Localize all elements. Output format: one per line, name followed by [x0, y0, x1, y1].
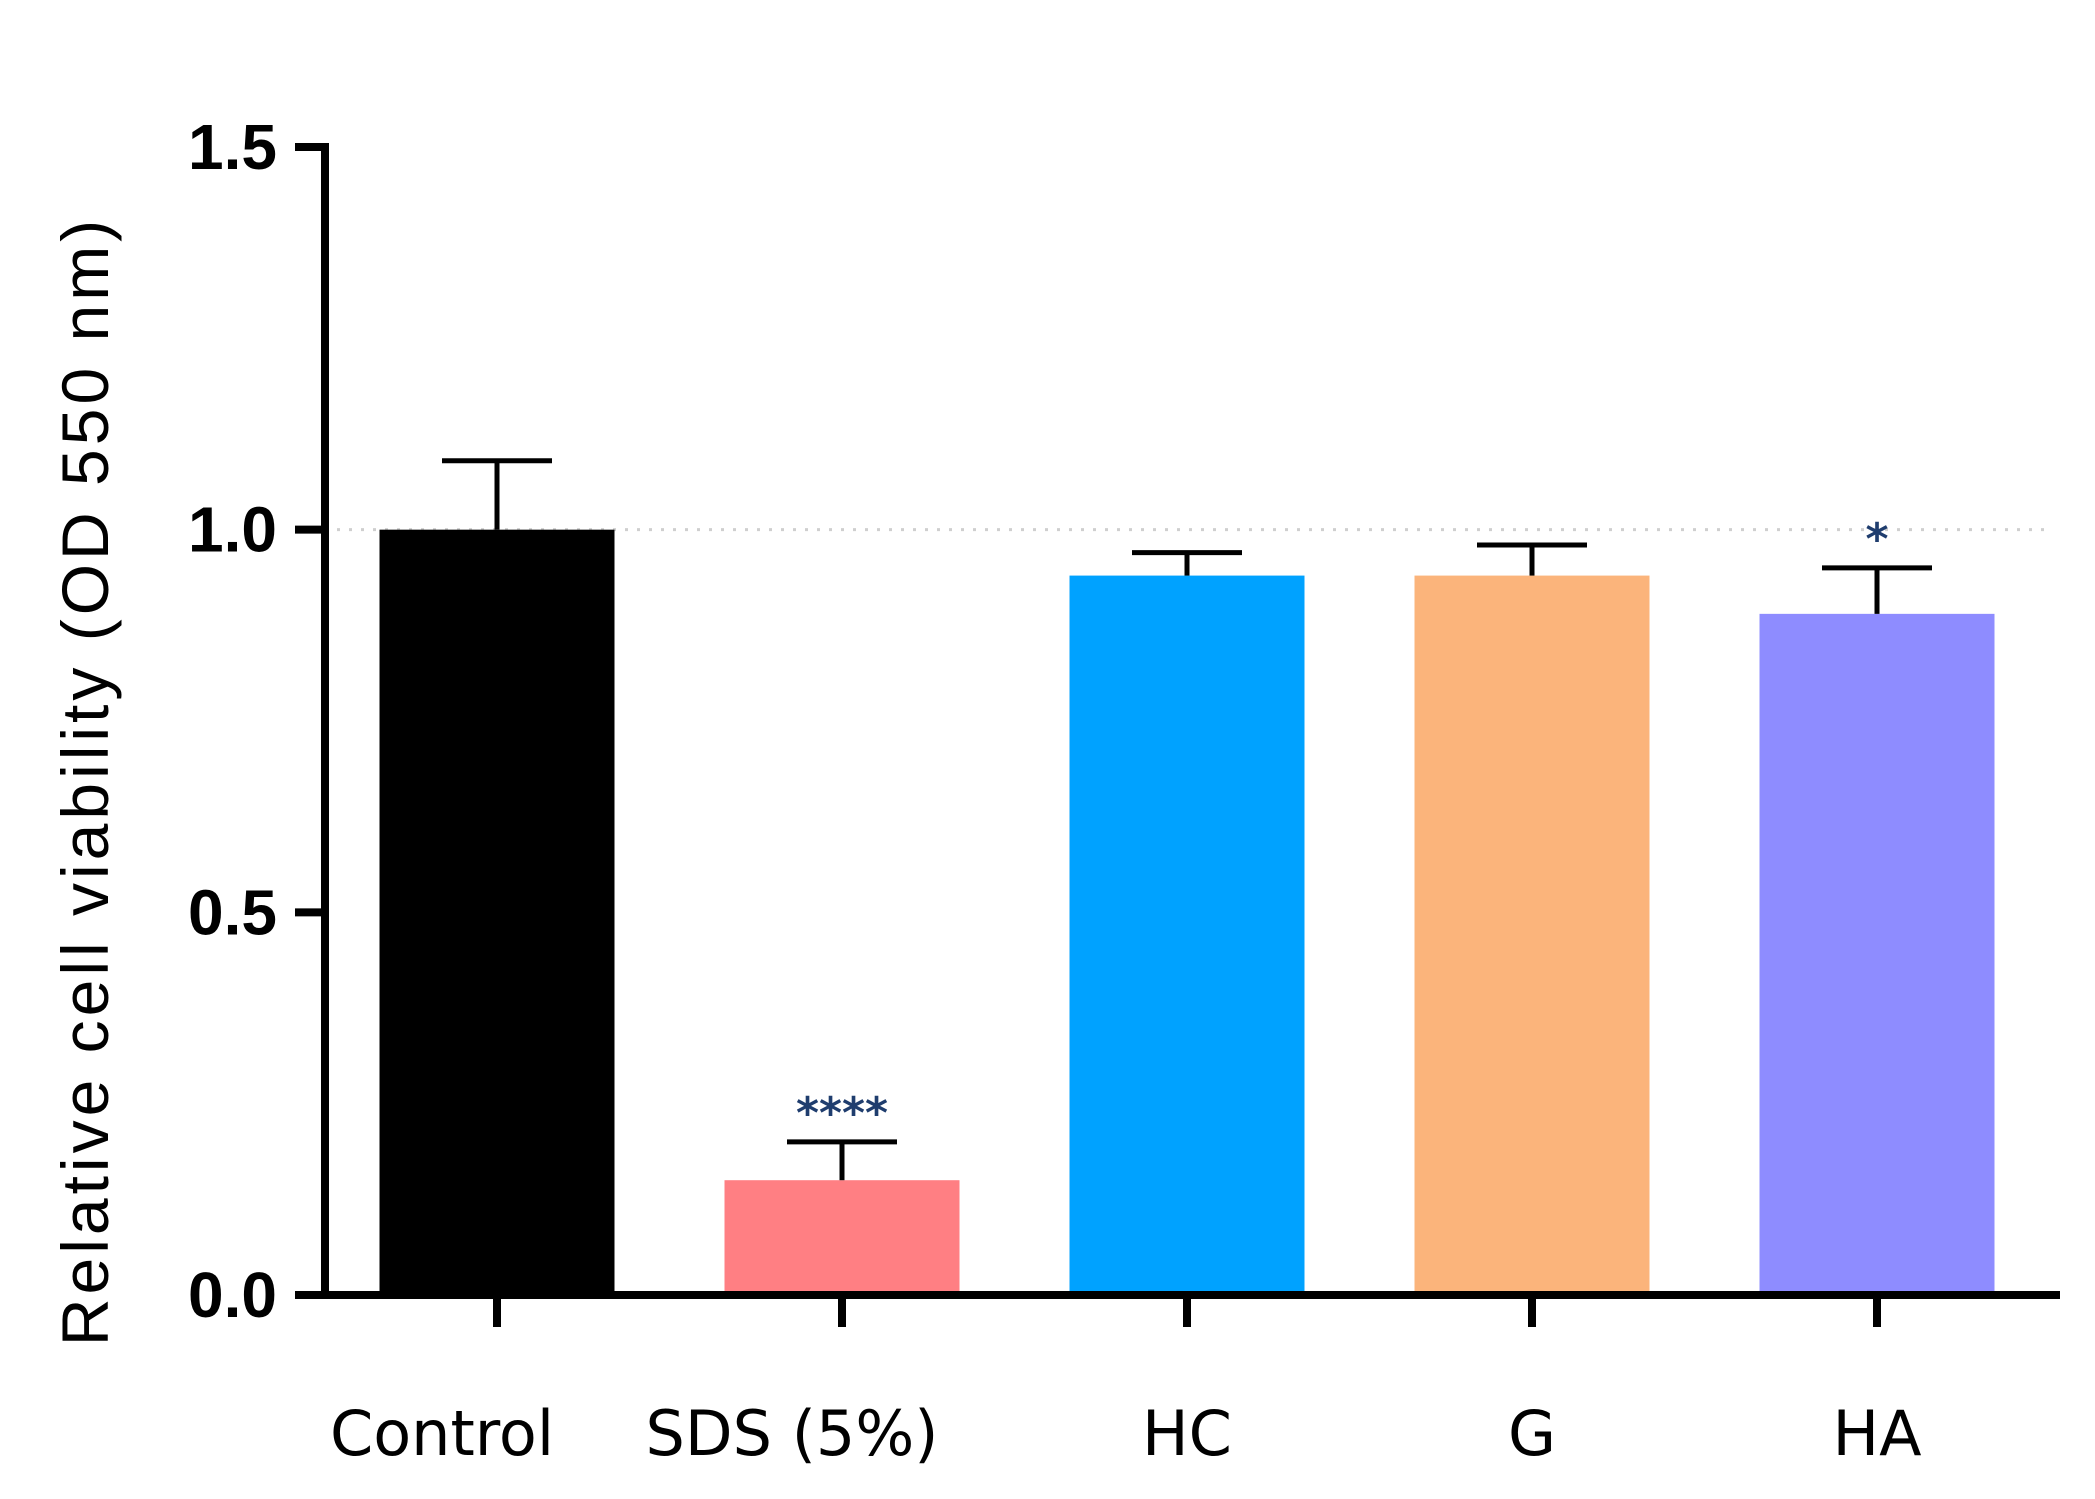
- bar-control: [379, 529, 615, 1295]
- y-axis-title: Relative cell viability (OD 550 nm): [48, 216, 122, 1346]
- bar-hc: [1069, 575, 1305, 1295]
- significance-label: ****: [796, 1088, 888, 1139]
- bars-layer: [379, 529, 1995, 1295]
- x-tick-label: HC: [1142, 1397, 1232, 1470]
- y-tick-label: 1.5: [188, 111, 277, 183]
- y-tick-label: 0.5: [188, 876, 277, 948]
- significance-label: *: [1865, 514, 1888, 565]
- x-tick-label: G: [1508, 1397, 1556, 1470]
- x-tick-label: SDS (5%): [646, 1397, 939, 1470]
- bar-ha: [1759, 613, 1995, 1295]
- axes-layer: [295, 143, 2060, 1327]
- x-tick-label: HA: [1832, 1397, 1921, 1470]
- bar-sds-5: [724, 1180, 960, 1295]
- y-tick-label: 1.0: [188, 494, 277, 566]
- x-tick-label: Control: [330, 1397, 554, 1470]
- y-tick-label: 0.0: [188, 1259, 277, 1331]
- error-bars-layer: [442, 458, 1932, 1181]
- bar-g: [1414, 575, 1650, 1295]
